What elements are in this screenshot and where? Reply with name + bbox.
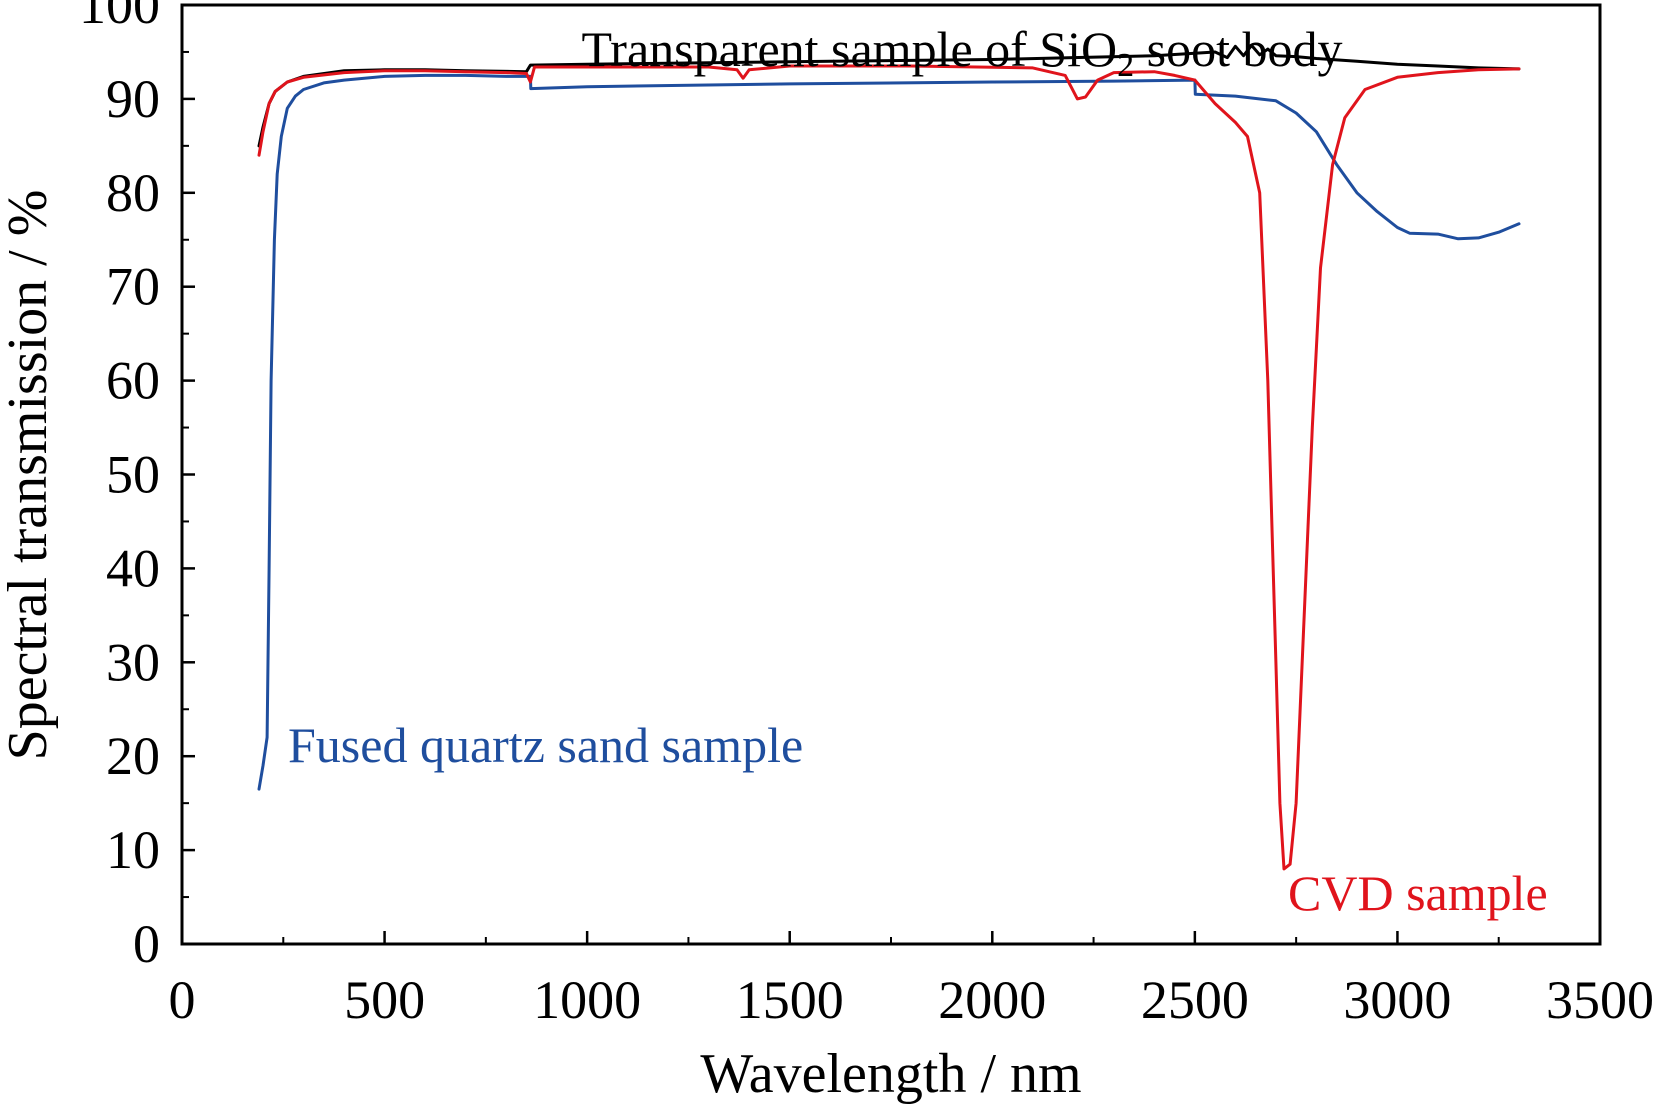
series-line-fused: [257, 73, 1521, 791]
x-tick-label: 500: [344, 970, 425, 1030]
labels-layer: 0 500 1000 1500 2000 2500 3000 3500 0 10 20 30 40 50 6…: [79, 0, 1654, 1030]
y-tick-label: 10: [106, 820, 160, 880]
y-tick-label: 50: [106, 445, 160, 505]
annotation-transparent-subscript: 2: [1117, 47, 1134, 84]
series-layer: [257, 43, 1521, 871]
x-tick-label: 3500: [1546, 970, 1654, 1030]
y-tick-label: 70: [106, 257, 160, 317]
y-tick-label: 100: [79, 0, 160, 35]
x-axis-label: Wavelength / nm: [700, 1043, 1081, 1105]
annotation-fused-quartz-sample: Fused quartz sand sample: [288, 717, 803, 773]
x-tick-label: 0: [169, 970, 196, 1030]
y-tick-label: 40: [106, 538, 160, 598]
annotation-transparent-text: Transparent sample of SiO: [582, 21, 1118, 77]
x-tick-label: 1000: [533, 970, 641, 1030]
ticks-layer: [180, 3, 1602, 946]
y-tick-label: 0: [133, 914, 160, 974]
annotation-transparent-sample: Transparent sample of SiO2 soot body: [582, 21, 1343, 84]
x-tick-label: 1500: [736, 970, 844, 1030]
y-tick-label: 20: [106, 726, 160, 786]
y-tick-label: 80: [106, 163, 160, 223]
x-tick-label: 2000: [938, 970, 1046, 1030]
series-line-cvd: [257, 64, 1521, 871]
y-tick-label: 30: [106, 632, 160, 692]
series-line-transparent: [257, 43, 1521, 148]
annotation-transparent-suffix: soot body: [1134, 21, 1342, 77]
x-tick-label: 2500: [1141, 970, 1249, 1030]
y-axis-label: Spectral transmission / %: [0, 190, 59, 761]
plot-frame: [180, 3, 1602, 946]
y-tick-label: 90: [106, 69, 160, 129]
annotation-cvd-sample: CVD sample: [1288, 865, 1548, 921]
x-tick-label: 3000: [1343, 970, 1451, 1030]
y-tick-label: 60: [106, 351, 160, 411]
